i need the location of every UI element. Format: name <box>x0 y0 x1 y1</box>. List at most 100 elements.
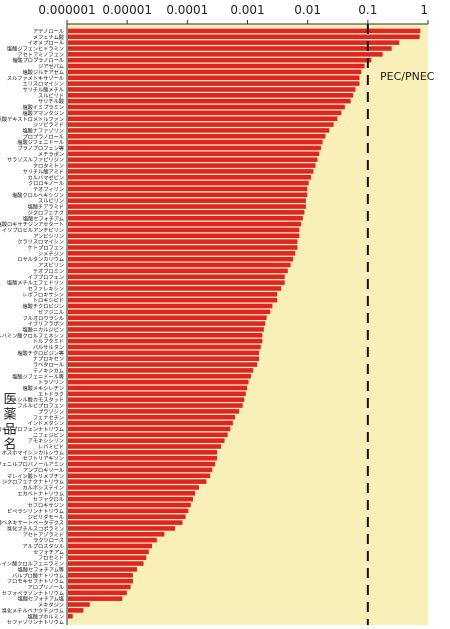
x-tick-label: 0.00001 <box>102 3 152 17</box>
bar <box>68 151 320 157</box>
category-label: プラゾシン <box>38 408 64 415</box>
bar <box>68 110 342 116</box>
category-label: 塩酸セフォチアム等 <box>18 565 64 573</box>
bar <box>68 40 400 45</box>
bar <box>68 590 127 596</box>
category-label: サラゾスルファピリジン <box>7 157 64 164</box>
bar <box>68 297 278 303</box>
bar <box>68 274 285 280</box>
bar <box>68 198 306 203</box>
bar <box>68 420 233 426</box>
category-label: インドメタシン <box>28 419 64 427</box>
bar <box>68 385 248 391</box>
category-label: ケトプロフェン <box>28 245 64 252</box>
category-label: 塩酸チクロピジン等 <box>17 349 64 357</box>
x-tick-labels: 0.000001 0.00001 0.0001 0.001 0.01 0.1 1 <box>38 3 428 17</box>
category-label: 塩酸フェニルプロパノールアミン <box>0 460 64 468</box>
bar <box>68 373 251 379</box>
category-label: カルボシステイン <box>22 484 64 492</box>
category-label: セフロキサジン <box>28 502 64 509</box>
category-label: 塩酸ジフェニドール <box>17 138 64 146</box>
category-label: カルバミン酸クロルフェネシン <box>0 331 64 339</box>
bar <box>68 174 312 180</box>
category-labels: アテノロールメフェナム酸イオメプロール塩酸ジフェンヒドラミンアセトアミノフェン塩… <box>0 28 65 626</box>
bar <box>68 75 360 81</box>
category-label: テオフィリン <box>33 186 64 193</box>
category-label: アンピシリン <box>33 233 64 240</box>
category-label: 塩酸チクロピジン <box>22 302 64 310</box>
category-label: アスピリン <box>38 262 64 269</box>
category-label: レボフロキサシン <box>22 290 64 298</box>
bar <box>68 227 300 233</box>
category-label: 塩酸セフォチアム <box>23 214 64 222</box>
category-label: 臭化メチルベナクチジウム <box>2 606 64 614</box>
category-label: メシル酸カモスタット <box>12 396 64 404</box>
bar <box>68 122 334 127</box>
bar <box>68 52 383 57</box>
bar <box>68 473 211 479</box>
bar <box>68 444 222 449</box>
bar <box>68 344 261 350</box>
bar <box>68 397 245 402</box>
bar <box>68 221 302 227</box>
category-label: 塩酸ナファゾリン <box>22 126 64 134</box>
bar <box>68 391 246 397</box>
bar <box>68 403 243 408</box>
category-label: 塩酸メチルエフェドリン <box>7 279 64 287</box>
category-label: ロキソプロフェンナトリウム <box>0 425 64 433</box>
bar <box>68 549 149 555</box>
bar <box>68 332 263 338</box>
bar <box>68 543 153 549</box>
category-label: ニフェジピン <box>33 432 64 439</box>
category-label: 塩酸ジルチアゼム <box>23 68 64 76</box>
grid <box>66 20 429 24</box>
category-label: スルピリド <box>38 92 64 99</box>
bar <box>68 520 183 525</box>
category-label: フロセミド <box>38 555 64 562</box>
bar <box>68 104 345 110</box>
category-label: ラベタロール <box>33 361 64 369</box>
bar <box>68 479 207 484</box>
category-label: フロモキセフナトリウム <box>7 577 64 585</box>
bar <box>68 46 392 51</box>
bar <box>68 455 218 461</box>
category-label: プラノプロフェン等 <box>17 144 64 152</box>
bar <box>68 321 266 326</box>
category-label: メチラポン <box>38 150 64 158</box>
x-tick-label: 0.0001 <box>166 3 208 17</box>
bar <box>68 245 298 250</box>
bar <box>68 210 305 215</box>
bar <box>68 57 372 63</box>
category-label: サリチル酸アミド <box>23 167 64 175</box>
bar <box>68 526 175 531</box>
bar <box>68 537 157 543</box>
x-tick-label: 0.01 <box>294 3 321 17</box>
y-axis-label: 医薬品名 <box>1 392 17 452</box>
bar <box>68 485 199 490</box>
category-label: ラクツロース <box>33 537 64 544</box>
category-label: レバミピド <box>38 444 64 451</box>
bar <box>68 409 240 414</box>
category-label: ピペラシリンナトリウム <box>7 507 64 515</box>
x-tick-label: 0.1 <box>358 3 377 17</box>
bar <box>68 286 282 291</box>
category-label: ナプロキセン <box>33 356 64 363</box>
category-label: サリチル酸メチル <box>22 86 64 94</box>
bar <box>68 28 421 34</box>
bar <box>68 93 354 98</box>
category-label: トラゾリン <box>38 379 64 386</box>
category-label: アンブロキソール <box>23 466 64 474</box>
category-label: ジクロフェナクナトリウム <box>2 478 64 486</box>
bar <box>68 362 258 367</box>
bar <box>68 116 338 122</box>
bar <box>68 461 216 467</box>
bar <box>68 262 291 268</box>
bar <box>68 186 308 192</box>
bar <box>68 338 263 344</box>
bar <box>68 204 306 209</box>
category-label: クロタミトン <box>33 162 64 170</box>
category-label: フルルビプロフェン <box>17 402 64 410</box>
bar <box>68 145 321 151</box>
category-label: エカベトナトリウム <box>17 489 64 497</box>
bar <box>68 163 316 168</box>
